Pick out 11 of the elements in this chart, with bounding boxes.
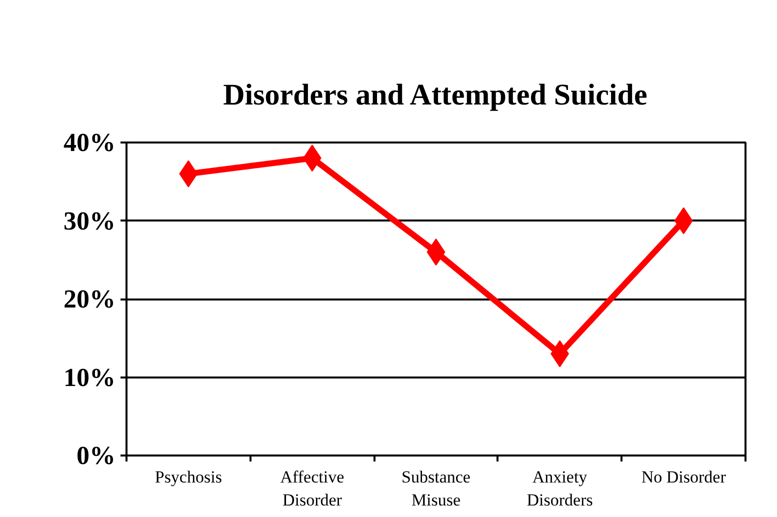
x-tick-label: Anxiety Disorders (526, 468, 593, 510)
x-tick-label: No Disorder (641, 468, 726, 486)
x-tick-label: Substance Misuse (402, 468, 470, 510)
x-tick-label: Psychosis (154, 468, 222, 486)
x-tick-label: Affective Disorder (280, 468, 344, 510)
y-tick-label: 40% (64, 128, 116, 157)
y-tick-label: 0% (76, 441, 116, 470)
chart-title: Disorders and Attempted Suicide (223, 78, 648, 112)
y-tick-label: 20% (64, 284, 116, 314)
y-tick-label: 30% (64, 206, 116, 236)
y-tick-label: 10% (64, 362, 116, 392)
